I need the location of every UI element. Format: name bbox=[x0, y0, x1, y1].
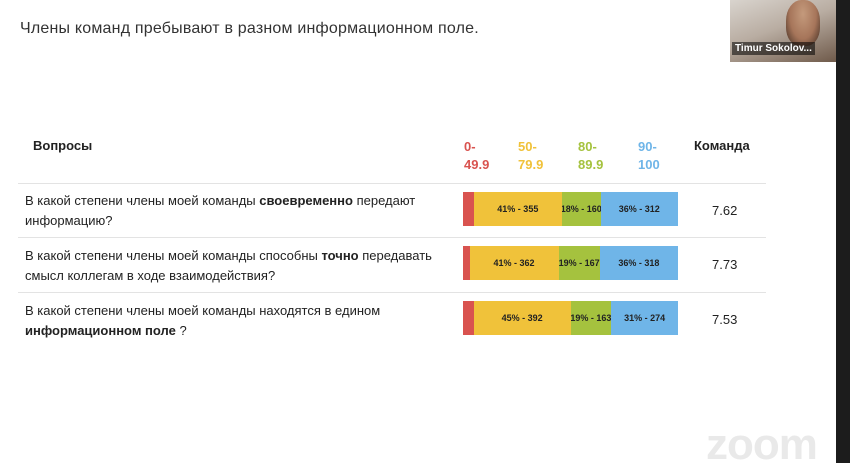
team-score: 7.73 bbox=[712, 257, 738, 272]
divider bbox=[18, 183, 766, 184]
bar-segment-range-0 bbox=[463, 246, 470, 280]
column-header-range-2: 80- 89.9 bbox=[578, 138, 603, 174]
participant-name: Timur Sokolov... bbox=[732, 42, 815, 55]
participant-video-feed bbox=[786, 0, 820, 46]
bar-segment-range-1: 41% - 355 bbox=[473, 192, 562, 226]
range-label-start: 50- bbox=[518, 139, 537, 154]
question-text-pre: В какой степени члены моей команды спосо… bbox=[25, 248, 322, 263]
team-score: 7.62 bbox=[712, 203, 738, 218]
range-label-start: 90- bbox=[638, 139, 657, 154]
bar-segment-range-3: 36% - 312 bbox=[600, 192, 678, 226]
question-text: В какой степени члены моей команды спосо… bbox=[25, 246, 455, 286]
bar-segment-range-0 bbox=[463, 301, 474, 335]
range-label-start: 0- bbox=[464, 139, 476, 154]
column-header-range-3: 90- 100 bbox=[638, 138, 660, 174]
bar-segment-range-2: 18% - 160 bbox=[561, 192, 601, 226]
bar-segment-range-0 bbox=[463, 192, 474, 226]
range-label-end: 89.9 bbox=[578, 157, 604, 172]
distribution-bar: 41% - 355 18% - 160 36% - 312 bbox=[463, 192, 678, 226]
question-text-pre: В какой степени члены моей команды bbox=[25, 193, 260, 208]
bar-segment-range-2: 19% - 167 bbox=[558, 246, 600, 280]
bar-segment-range-3: 31% - 274 bbox=[611, 301, 678, 335]
zoom-logo: zoom bbox=[706, 420, 818, 469]
column-header-questions: Вопросы bbox=[33, 138, 93, 153]
question-text-post: передают информацию? bbox=[25, 193, 416, 228]
column-header-team: Команда bbox=[694, 138, 750, 153]
window-edge bbox=[836, 0, 850, 463]
range-label-end: 49.9 bbox=[464, 157, 490, 172]
distribution-bar: 41% - 362 19% - 167 36% - 318 bbox=[463, 246, 678, 280]
question-text-post: ? bbox=[175, 323, 187, 338]
question-text-bold: точно bbox=[321, 248, 359, 263]
divider bbox=[18, 292, 766, 293]
range-label-end: 100 bbox=[638, 157, 660, 172]
participant-video-tile[interactable]: Timur Sokolov... bbox=[730, 0, 836, 62]
question-text-bold: своевременно bbox=[259, 193, 353, 208]
bar-segment-range-3: 36% - 318 bbox=[599, 246, 678, 280]
slide-title: Члены команд пребывают в разном информац… bbox=[20, 20, 479, 37]
question-text: В какой степени члены моей команды своев… bbox=[25, 191, 455, 231]
question-text-bold: информационном поле bbox=[25, 323, 176, 338]
team-score: 7.53 bbox=[712, 312, 738, 327]
distribution-bar: 45% - 392 19% - 163 31% - 274 bbox=[463, 301, 678, 335]
column-header-range-1: 50- 79.9 bbox=[518, 138, 543, 174]
question-text-post: передавать смысл коллегам в ходе взаимод… bbox=[25, 248, 432, 283]
bar-segment-range-1: 45% - 392 bbox=[473, 301, 571, 335]
column-header-range-0: 0- 49.9 bbox=[464, 138, 489, 174]
question-text: В какой степени члены моей команды наход… bbox=[25, 301, 455, 341]
divider bbox=[18, 237, 766, 238]
range-label-end: 79.9 bbox=[518, 157, 544, 172]
range-label-start: 80- bbox=[578, 139, 597, 154]
bar-segment-range-1: 41% - 362 bbox=[469, 246, 559, 280]
bar-segment-range-2: 19% - 163 bbox=[570, 301, 612, 335]
question-text-pre: В какой степени члены моей команды наход… bbox=[25, 303, 381, 318]
slide-watermark: he Team bbox=[762, 60, 842, 440]
